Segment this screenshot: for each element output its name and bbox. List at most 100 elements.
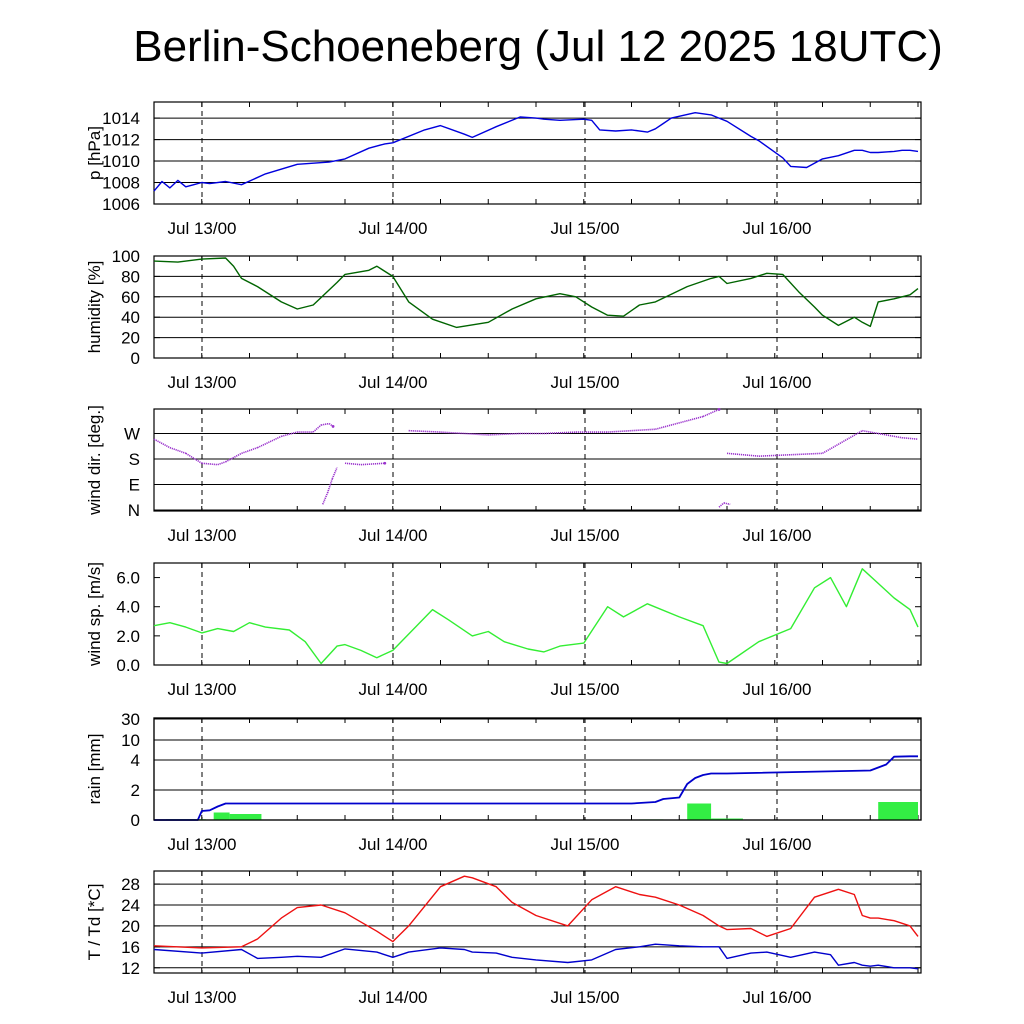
x-tick-label-0-1: Jul 14/00 — [359, 219, 428, 238]
y-axis-title-0: p [hPa] — [85, 126, 104, 180]
x-tick-label-0-2: Jul 15/00 — [551, 219, 620, 238]
x-tick-label-4-0: Jul 13/00 — [168, 835, 237, 854]
wind-dir-dot-0-26 — [717, 408, 721, 411]
x-tick-label-2-0: Jul 13/00 — [168, 526, 237, 545]
plot-frame-2 — [153, 408, 922, 512]
wind-dir-segment-0-19 — [488, 432, 521, 436]
x-tick-label-3-1: Jul 14/00 — [359, 680, 428, 699]
dewpoint-line — [153, 943, 919, 970]
wind-dir-segment-0-4 — [217, 461, 226, 466]
x-tick-label-1-1: Jul 14/00 — [359, 373, 428, 392]
wind-speed-line — [153, 568, 919, 665]
wind-dir-segment-0-5 — [225, 452, 242, 463]
wind-dir-segment-0-7 — [257, 435, 282, 449]
wind-dir-segment-2-0 — [718, 502, 725, 508]
y-tick-label-3-0: 0.0 — [116, 656, 140, 675]
wind-dir-segment-0-32 — [902, 436, 919, 440]
y-tick-label-0-4: 1014 — [102, 109, 140, 128]
temperature-line — [153, 875, 919, 949]
y-tick-label-5-0: 12 — [121, 959, 140, 978]
wind-dir-segment-0-0 — [153, 438, 171, 449]
x-tick-label-4-2: Jul 15/00 — [551, 835, 620, 854]
wind-dir-segment-0-24 — [655, 415, 704, 431]
y-tick-label-1-2: 40 — [121, 308, 140, 327]
wind-dir-dot-0-13 — [331, 425, 335, 428]
y-tick-label-0-1: 1008 — [102, 174, 140, 193]
y-tick-label-3-3: 6.0 — [116, 569, 140, 588]
wind-dir-segment-0-23 — [607, 428, 656, 433]
wind-dir-segment-0-25 — [702, 408, 720, 418]
y-tick-label-1-3: 60 — [121, 288, 140, 307]
wind-dir-segment-0-31 — [862, 429, 903, 439]
x-tick-label-1-2: Jul 15/00 — [551, 373, 620, 392]
wind-dir-segment-0-10 — [312, 424, 322, 433]
y-tick-label-5-1: 16 — [121, 938, 140, 957]
wind-dir-segment-2-1 — [723, 502, 731, 506]
x-tick-label-3-3: Jul 16/00 — [743, 680, 812, 699]
y-tick-label-5-4: 28 — [121, 875, 140, 894]
y-tick-label-2-2: S — [129, 450, 140, 469]
wind-dir-segment-0-21 — [543, 431, 576, 435]
x-tick-label-4-1: Jul 14/00 — [359, 835, 428, 854]
y-tick-label-4-3: 10 — [121, 731, 140, 750]
wind-dir-segment-0-11 — [320, 422, 330, 426]
pressure-line — [153, 111, 919, 192]
x-tick-label-5-3: Jul 16/00 — [743, 988, 812, 1007]
y-tick-label-4-0: 0 — [131, 811, 140, 830]
wind-dir-segment-0-6 — [241, 446, 258, 455]
x-tick-label-5-2: Jul 15/00 — [551, 988, 620, 1007]
wind-dir-dot-0-16 — [383, 461, 387, 465]
y-axis-title-2: wind dir. [deg.] — [85, 405, 104, 516]
y-tick-label-0-0: 1006 — [102, 195, 140, 214]
wind-dir-segment-1-0 — [321, 492, 329, 505]
y-tick-label-0-3: 1012 — [102, 131, 140, 150]
x-tick-label-5-0: Jul 13/00 — [168, 988, 237, 1007]
plot-frame-4 — [153, 717, 922, 821]
rain-cumulative-line — [154, 755, 918, 821]
y-tick-label-5-3: 24 — [121, 896, 140, 915]
y-axis-title-4: rain [mm] — [85, 734, 104, 805]
rain-bar-1 — [213, 812, 230, 820]
rain-bar-5 — [711, 818, 743, 820]
plot-frame-1 — [153, 255, 922, 359]
y-tick-label-2-1: E — [129, 476, 140, 495]
y-tick-label-0-2: 1010 — [102, 152, 140, 171]
y-tick-label-2-0: N — [128, 501, 140, 520]
y-tick-label-3-2: 4.0 — [116, 598, 140, 617]
y-tick-label-2-3: W — [124, 425, 140, 444]
y-tick-label-1-1: 20 — [121, 329, 140, 348]
rain-bar-4 — [687, 803, 712, 820]
x-tick-label-4-3: Jul 16/00 — [743, 835, 812, 854]
y-tick-label-4-4: 30 — [121, 710, 140, 729]
y-tick-label-1-4: 80 — [121, 267, 140, 286]
wind-dir-segment-0-27 — [726, 452, 759, 457]
humidity-line — [153, 257, 919, 329]
y-axis-title-5: T / Td [*C] — [85, 884, 104, 961]
x-tick-label-1-3: Jul 16/00 — [743, 373, 812, 392]
wind-dir-segment-0-15 — [360, 462, 385, 466]
plot-frame-0 — [153, 101, 922, 205]
y-tick-label-1-0: 0 — [131, 349, 140, 368]
wind-dir-segment-1-1 — [326, 478, 334, 494]
wind-dir-segment-0-28 — [758, 453, 791, 457]
y-tick-label-5-2: 20 — [121, 917, 140, 936]
y-tick-label-1-5: 100 — [112, 247, 140, 266]
x-tick-label-5-1: Jul 14/00 — [359, 988, 428, 1007]
x-tick-label-1-0: Jul 13/00 — [168, 373, 237, 392]
plot-frame-5 — [153, 870, 922, 974]
x-tick-label-0-3: Jul 16/00 — [743, 219, 812, 238]
y-axis-title-3: wind sp. [m/s] — [85, 562, 104, 667]
wind-dir-segment-0-30 — [822, 429, 863, 455]
wind-dir-segment-0-2 — [185, 452, 203, 464]
y-tick-label-4-2: 4 — [131, 751, 140, 770]
y-axis-title-1: humidity [%] — [85, 261, 104, 354]
wind-dir-segment-0-3 — [201, 462, 218, 466]
x-tick-label-2-3: Jul 16/00 — [743, 526, 812, 545]
x-tick-label-3-2: Jul 15/00 — [551, 680, 620, 699]
rain-bar-2 — [229, 814, 262, 820]
rain-bar-6 — [878, 802, 918, 820]
wind-dir-segment-0-17 — [408, 429, 441, 433]
wind-dir-segment-0-14 — [344, 462, 361, 466]
x-tick-label-2-1: Jul 14/00 — [359, 526, 428, 545]
